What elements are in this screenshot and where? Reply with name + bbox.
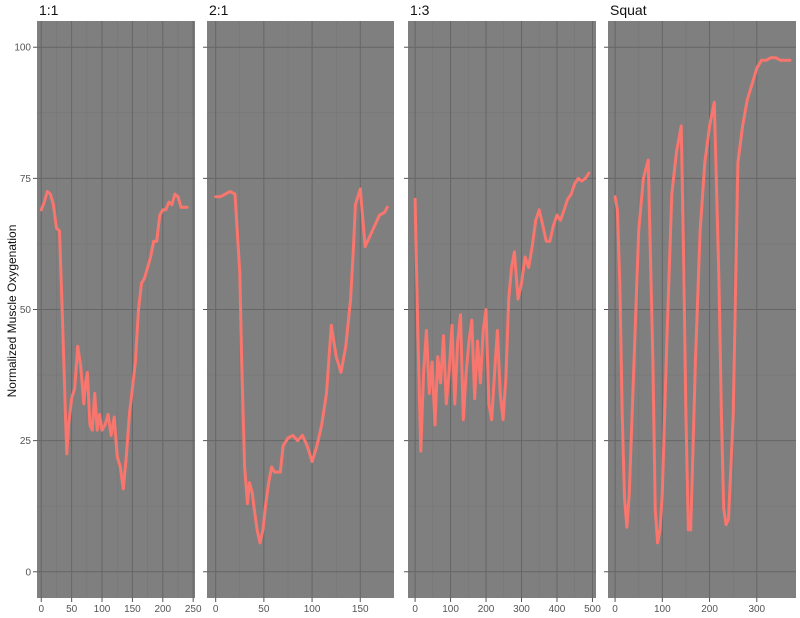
- facet-panel-0: 0 25 50 75 100 0 50 100 150 200 250 1:1: [14, 2, 202, 615]
- x-tick-label: 0: [612, 604, 618, 615]
- series-line: [613, 56, 792, 545]
- facet-title: 1:3: [410, 2, 430, 18]
- y-tick-label: 75: [20, 174, 32, 185]
- y-tick-label: 25: [20, 436, 32, 447]
- series-line: [413, 171, 591, 453]
- facet-title: 2:1: [209, 2, 229, 18]
- x-tick-label: 0: [38, 604, 44, 615]
- x-tick-label: 200: [478, 604, 495, 615]
- facet-panel-1: 0 50 100 150 2:1: [203, 2, 394, 615]
- x-tick-label: 50: [66, 604, 78, 615]
- x-tick-label: 100: [654, 604, 671, 615]
- x-tick-label: 150: [352, 604, 369, 615]
- x-tick-label: 300: [748, 604, 765, 615]
- x-tick-label: 100: [442, 604, 459, 615]
- x-tick-label: 50: [258, 604, 270, 615]
- y-axis-title: Normalized Muscle Oxygenation: [5, 225, 19, 398]
- x-tick-label: 500: [584, 604, 601, 615]
- x-tick-label: 0: [412, 604, 418, 615]
- facet-panel-2: 0 100 200 300 400 500 1:3: [404, 2, 601, 615]
- x-tick-label: 300: [513, 604, 530, 615]
- facets-group: 0 25 50 75 100 0 50 100 150 200 250 1:1 0 50 100 150 2:1…: [14, 2, 796, 615]
- facet-title: 1:1: [39, 2, 59, 18]
- series-line: [214, 187, 389, 545]
- x-tick-label: 400: [549, 604, 566, 615]
- x-tick-label: 0: [213, 604, 219, 615]
- y-tick-label: 50: [20, 305, 32, 316]
- series-line: [39, 190, 189, 491]
- facet-title: Squat: [610, 2, 647, 18]
- y-tick-label: 100: [14, 43, 31, 54]
- y-tick-label: 0: [25, 567, 31, 578]
- x-tick-label: 200: [154, 604, 171, 615]
- x-tick-label: 250: [185, 604, 202, 615]
- x-tick-label: 100: [94, 604, 111, 615]
- x-tick-label: 200: [701, 604, 718, 615]
- x-tick-label: 150: [124, 604, 141, 615]
- facet-panel-3: 0 100 200 300 Squat: [604, 2, 796, 615]
- x-tick-label: 100: [304, 604, 321, 615]
